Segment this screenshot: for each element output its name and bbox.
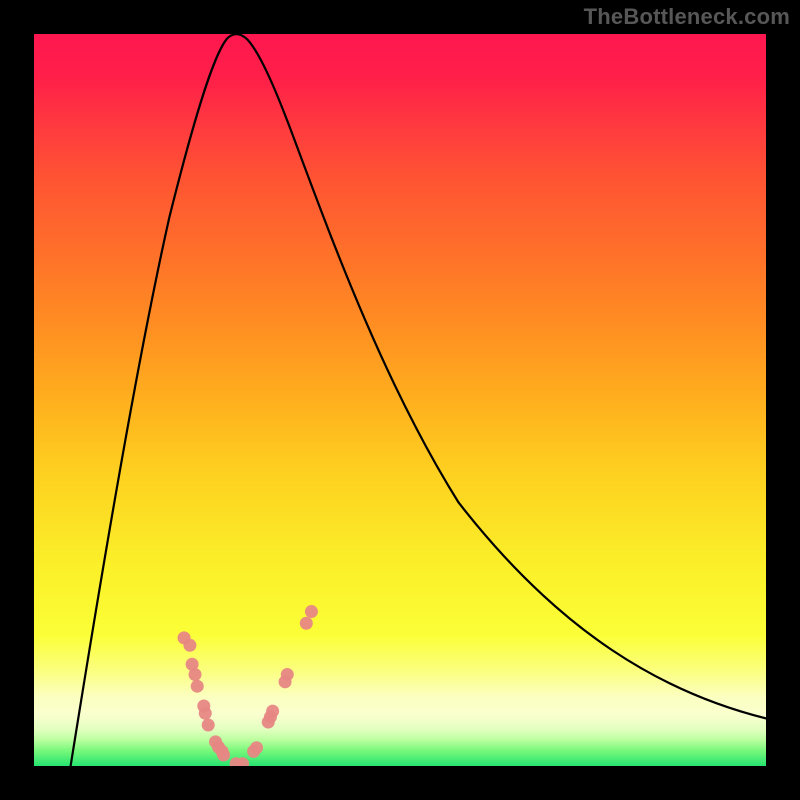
scatter-point bbox=[202, 719, 215, 732]
scatter-point bbox=[191, 680, 204, 693]
bottleneck-curve bbox=[71, 34, 766, 766]
scatter-point bbox=[199, 707, 212, 720]
chart-frame: TheBottleneck.com bbox=[0, 0, 800, 800]
scatter-point bbox=[305, 605, 318, 618]
scatter-point bbox=[250, 741, 263, 754]
scatter-point bbox=[183, 639, 196, 652]
chart-overlay bbox=[34, 34, 766, 766]
scatter-point bbox=[217, 749, 230, 762]
scatter-point bbox=[281, 668, 294, 681]
watermark-text: TheBottleneck.com bbox=[584, 4, 790, 30]
scatter-point bbox=[300, 617, 313, 630]
scatter-point bbox=[266, 705, 279, 718]
scatter-group bbox=[178, 605, 318, 766]
plot-area bbox=[34, 34, 766, 766]
scatter-point bbox=[189, 668, 202, 681]
